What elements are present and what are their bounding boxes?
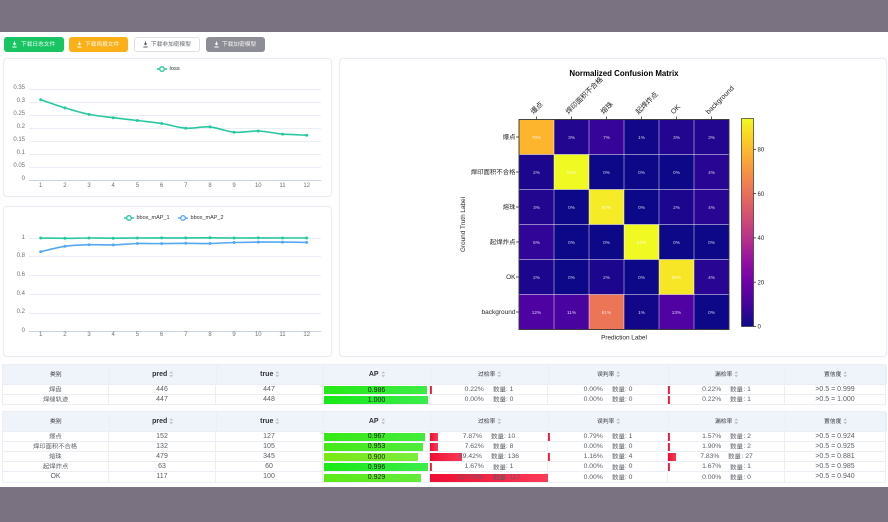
svg-text:0%: 0%	[568, 274, 575, 279]
svg-text:0%: 0%	[568, 204, 575, 209]
svg-text:0%: 0%	[673, 169, 680, 174]
svg-text:0%: 0%	[638, 204, 645, 209]
svg-text:89%: 89%	[672, 274, 681, 279]
svg-text:3%: 3%	[708, 134, 715, 139]
svg-text:93%: 93%	[567, 169, 576, 174]
svg-text:61%: 61%	[602, 309, 611, 314]
svg-text:93%: 93%	[637, 239, 646, 244]
svg-text:Ground Truth Label: Ground Truth Label	[460, 196, 467, 251]
svg-text:0%: 0%	[708, 239, 715, 244]
svg-text:2%: 2%	[673, 204, 680, 209]
svg-text:OK: OK	[670, 103, 682, 115]
svg-text:4%: 4%	[708, 169, 715, 174]
svg-text:Prediction Label: Prediction Label	[601, 334, 647, 341]
svg-text:90%: 90%	[602, 204, 611, 209]
svg-text:4%: 4%	[708, 204, 715, 209]
svg-text:background: background	[705, 85, 736, 116]
svg-text:6%: 6%	[533, 239, 540, 244]
svg-text:Normalized Confusion Matrix: Normalized Confusion Matrix	[569, 69, 679, 78]
svg-text:13%: 13%	[672, 309, 681, 314]
svg-text:40: 40	[758, 236, 765, 242]
svg-text:0: 0	[758, 324, 762, 330]
svg-text:11%: 11%	[567, 309, 576, 314]
svg-text:1%: 1%	[638, 134, 645, 139]
svg-text:4%: 4%	[708, 274, 715, 279]
svg-text:0%: 0%	[638, 169, 645, 174]
svg-text:80: 80	[758, 147, 765, 153]
svg-text:0%: 0%	[603, 169, 610, 174]
svg-text:79%: 79%	[532, 134, 541, 139]
svg-text:3%: 3%	[673, 134, 680, 139]
svg-text:2%: 2%	[533, 274, 540, 279]
svg-text:0%: 0%	[673, 239, 680, 244]
svg-text:2%: 2%	[603, 274, 610, 279]
svg-text:1%: 1%	[638, 309, 645, 314]
svg-text:0%: 0%	[638, 274, 645, 279]
svg-text:2%: 2%	[533, 169, 540, 174]
svg-text:12%: 12%	[532, 309, 541, 314]
svg-text:0%: 0%	[568, 239, 575, 244]
svg-text:OK: OK	[506, 274, 516, 281]
svg-text:0%: 0%	[708, 309, 715, 314]
svg-text:3%: 3%	[533, 204, 540, 209]
svg-text:3%: 3%	[568, 134, 575, 139]
svg-text:20: 20	[758, 280, 765, 286]
svg-text:7%: 7%	[603, 134, 610, 139]
svg-text:background: background	[482, 309, 516, 316]
svg-text:0%: 0%	[603, 239, 610, 244]
svg-text:60: 60	[758, 191, 765, 197]
